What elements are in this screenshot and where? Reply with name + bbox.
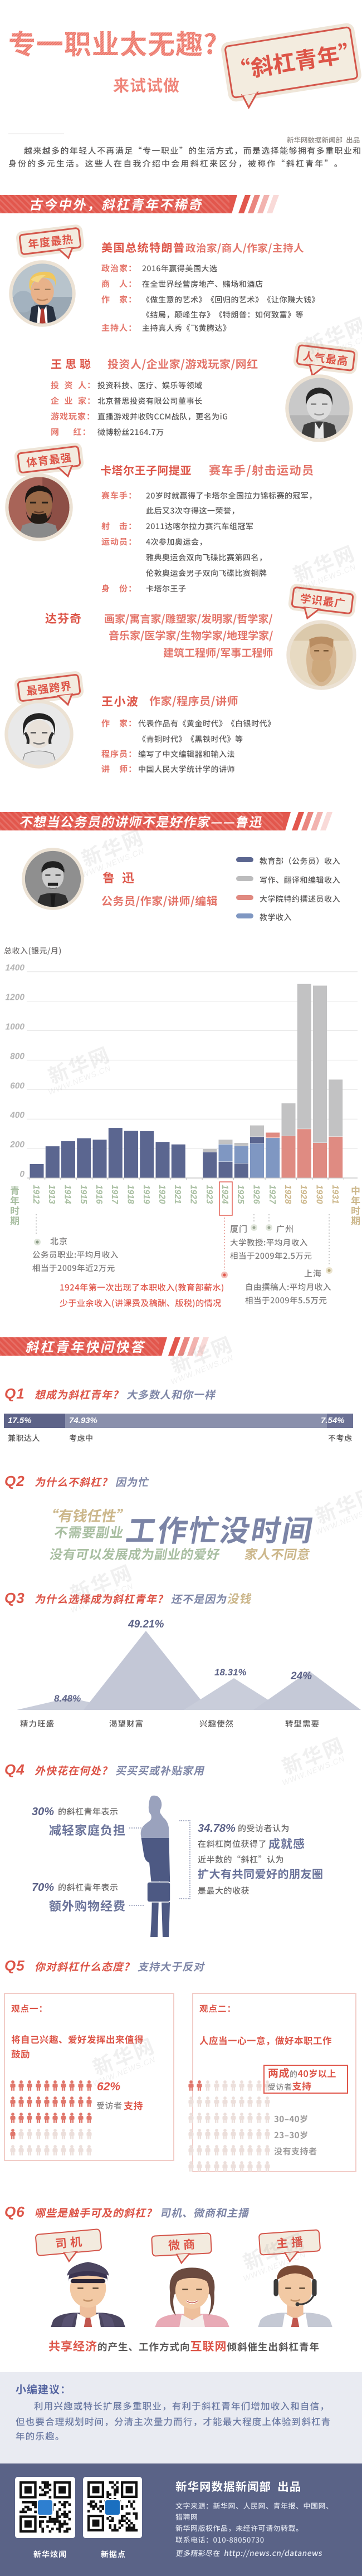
svg-text:1917: 1917 [110, 1185, 119, 1205]
svg-text:1925: 1925 [236, 1185, 245, 1204]
svg-text:1930: 1930 [315, 1185, 324, 1204]
svg-text:1000: 1000 [6, 1023, 25, 1032]
svg-text:400: 400 [9, 1111, 25, 1120]
svg-text:1912: 1912 [31, 1185, 41, 1204]
svg-text:1915: 1915 [79, 1185, 88, 1204]
svg-text:1921: 1921 [173, 1185, 182, 1204]
svg-text:1920: 1920 [157, 1185, 167, 1204]
svg-text:1919: 1919 [141, 1185, 151, 1204]
svg-text:600: 600 [10, 1081, 25, 1091]
svg-text:0: 0 [19, 1170, 25, 1179]
svg-text:1913: 1913 [47, 1185, 56, 1204]
svg-text:200: 200 [9, 1140, 25, 1150]
svg-text:1929: 1929 [299, 1185, 308, 1204]
svg-text:1924: 1924 [220, 1185, 229, 1204]
svg-text:1914: 1914 [63, 1185, 72, 1204]
svg-text:1400: 1400 [6, 964, 25, 973]
svg-text:1927: 1927 [267, 1185, 277, 1205]
svg-text:1922: 1922 [189, 1185, 198, 1204]
svg-text:1931: 1931 [330, 1185, 340, 1204]
svg-text:800: 800 [10, 1052, 25, 1061]
svg-text:1916: 1916 [94, 1185, 104, 1204]
svg-text:1928: 1928 [283, 1185, 292, 1204]
svg-text:1926: 1926 [252, 1185, 261, 1204]
svg-text:1923: 1923 [204, 1185, 214, 1204]
svg-text:1200: 1200 [6, 993, 25, 1003]
svg-text:1918: 1918 [126, 1185, 135, 1204]
